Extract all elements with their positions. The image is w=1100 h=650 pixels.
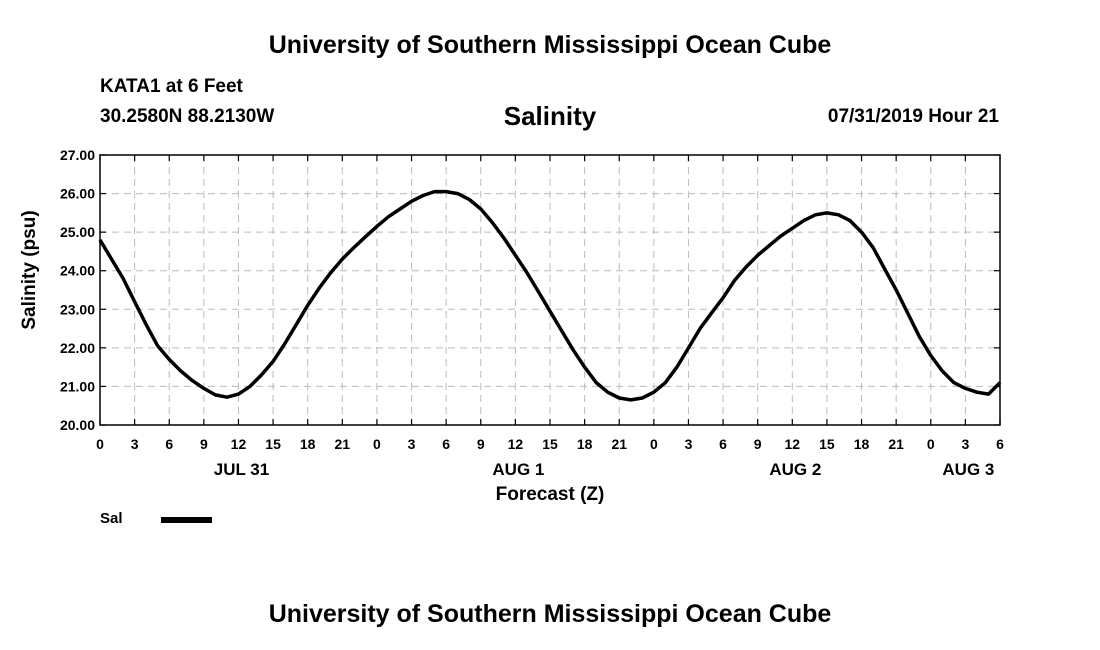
x-tick-label: 6 [165, 436, 173, 452]
y-tick-label: 23.00 [60, 301, 95, 317]
x-tick-label: 0 [96, 436, 104, 452]
x-tick-label: 15 [542, 436, 558, 452]
grid-layer [100, 155, 1000, 425]
x-tick-label: 6 [442, 436, 450, 452]
footer-title: University of Southern Mississippi Ocean… [268, 600, 832, 628]
y-tick-label: 22.00 [60, 340, 95, 356]
legend-label: Sal [100, 510, 123, 527]
ticks-layer [99, 154, 1001, 426]
x-tick-label: 15 [265, 436, 281, 452]
x-tick-label: 3 [131, 436, 139, 452]
x-tick-label: 21 [611, 436, 627, 452]
x-tick-label: 3 [408, 436, 416, 452]
y-tick-label: 25.00 [60, 224, 95, 240]
x-tick-label: 9 [754, 436, 762, 452]
x-day-label: AUG 2 [769, 460, 821, 479]
y-tick-label: 27.00 [60, 147, 95, 163]
x-tick-label: 18 [854, 436, 870, 452]
x-tick-label: 18 [300, 436, 316, 452]
x-tick-label: 18 [577, 436, 593, 452]
header-title: University of Southern Mississippi Ocean… [268, 31, 832, 59]
chart-title: Salinity [503, 101, 597, 131]
run-datetime: 07/31/2019 Hour 21 [827, 106, 999, 127]
x-tick-label: 21 [335, 436, 351, 452]
legend-swatch [161, 517, 212, 523]
x-tick-label: 6 [996, 436, 1004, 452]
x-tick-label: 9 [477, 436, 485, 452]
x-axis-label: Forecast (Z) [496, 484, 605, 505]
y-tick-label: 21.00 [60, 378, 95, 394]
x-day-label: AUG 1 [492, 460, 544, 479]
y-tick-label: 20.00 [60, 417, 95, 433]
x-tick-label: 9 [200, 436, 208, 452]
y-axis-label: Salinity (psu) [19, 210, 40, 329]
x-day-label: JUL 31 [214, 460, 269, 479]
x-tick-label: 0 [927, 436, 935, 452]
x-tick-label: 12 [508, 436, 524, 452]
x-tick-label: 3 [685, 436, 693, 452]
x-tick-label: 12 [785, 436, 801, 452]
station-coords: 30.2580N 88.2130W [100, 106, 275, 127]
x-tick-label: 15 [819, 436, 835, 452]
station-name: KATA1 at 6 Feet [100, 76, 243, 97]
x-tick-label: 12 [231, 436, 247, 452]
x-tick-label: 0 [650, 436, 658, 452]
series-line-salinity [98, 189, 1002, 402]
x-day-label: AUG 3 [942, 460, 994, 479]
x-tick-label: 3 [961, 436, 969, 452]
y-tick-label: 24.00 [60, 263, 95, 279]
y-tick-label: 26.00 [60, 186, 95, 202]
x-tick-label: 21 [888, 436, 904, 452]
x-tick-label: 6 [719, 436, 727, 452]
labels-layer: 0 3 6 9 12 15 18 21 0 3 6 9 12 15 18 21 0 3 6 9 12 15 18 21 0 3 6 J… [60, 147, 1004, 479]
x-tick-label: 0 [373, 436, 381, 452]
